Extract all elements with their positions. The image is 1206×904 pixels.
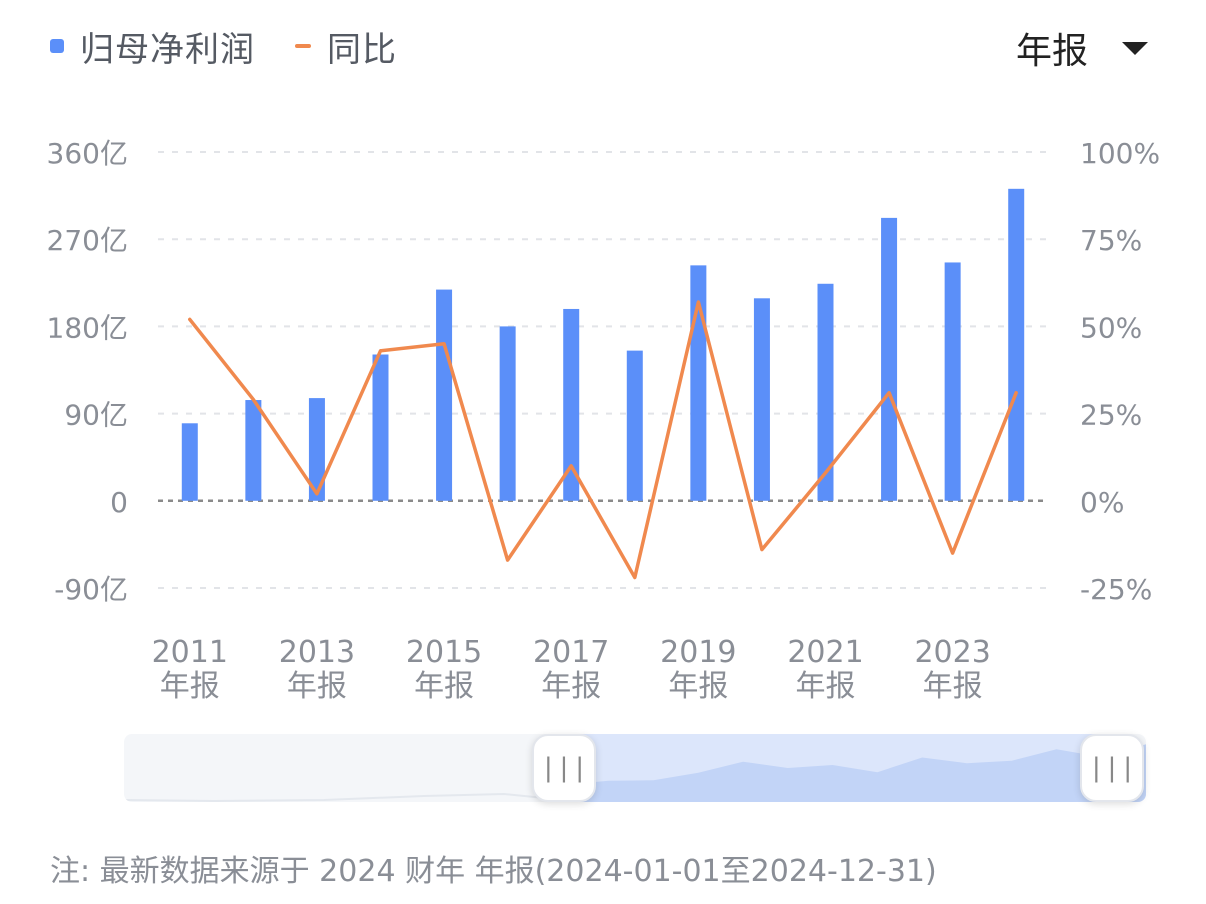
bar-net-profit [181,423,198,501]
net-profit-chart: 360亿 100% 270亿 75% 180亿 50% 90亿 25% 0 0% -90亿 -25% 2… [47,137,1161,704]
legend-line-swatch [295,44,311,48]
y-right-tick-label: -25% [1080,573,1152,606]
y-left-tick-label: 90亿 [64,399,128,432]
x-tick-label-year: 2013 [279,635,355,670]
bar-net-profit [499,326,516,501]
bar-net-profit [563,308,580,501]
bar-net-profit [626,350,643,501]
y-right-tick-label: 0% [1080,486,1124,519]
y-left-tick-label: 360亿 [47,137,128,170]
y-right-tick-label: 100% [1080,137,1160,170]
legend-bar-swatch [50,39,64,53]
x-tick-label-year: 2023 [914,635,990,670]
x-tick-label-suffix: 年报 [541,669,601,704]
y-left-tick-label: 270亿 [47,224,128,257]
x-tick-label-year: 2019 [660,635,736,670]
x-tick-label-suffix: 年报 [414,669,474,704]
x-tick-label-suffix: 年报 [796,669,856,704]
caret-down-icon [1122,41,1148,55]
y-right-tick-label: 75% [1080,224,1142,257]
data-source-note: 注: 最新数据来源于 2024 财年 年报(2024-01-01至2024-12… [50,854,937,889]
legend-item-net-profit[interactable]: 归母净利润 [50,22,255,71]
slider-handle-left[interactable]: ||| [532,734,596,802]
y-left-tick-label: -90亿 [54,573,128,606]
report-period-dropdown[interactable]: 年报 [1016,22,1148,74]
slider-handle-right[interactable]: ||| [1080,734,1144,802]
chart-legend: 归母净利润 同比 [50,22,437,71]
line-yoy [188,300,1018,580]
bar-net-profit [817,283,834,501]
bar-net-profit [881,217,898,501]
report-period-value: 年报 [1015,31,1088,72]
bar-net-profit [1008,188,1025,501]
legend-label-net-profit: 归母净利润 [80,29,255,70]
y-right-tick-label: 25% [1080,399,1142,432]
bar-net-profit [944,262,961,501]
x-tick-label-suffix: 年报 [923,669,983,704]
y-left-tick-label: 180亿 [47,311,128,344]
x-tick-label-year: 2021 [787,635,863,670]
y-left-tick-label: 0 [110,486,128,519]
bar-net-profit [245,400,262,501]
x-tick-label-year: 2011 [152,635,228,670]
slider-area-fill [564,744,1146,802]
bar-net-profit [436,289,453,501]
x-tick-label-year: 2015 [406,635,482,670]
bar-net-profit [372,354,389,501]
x-tick-label-suffix: 年报 [287,669,347,704]
bar-net-profit [308,398,325,501]
x-tick-label-suffix: 年报 [668,669,728,704]
legend-label-yoy: 同比 [327,29,397,70]
legend-item-yoy[interactable]: 同比 [295,22,397,71]
x-tick-label-year: 2017 [533,635,609,670]
bar-net-profit [753,298,770,501]
overview-slider[interactable] [124,734,1146,802]
y-right-tick-label: 50% [1080,311,1142,344]
slider-area-outside [124,792,565,802]
x-tick-label-suffix: 年报 [160,669,220,704]
slider-overview-area [124,744,1146,802]
